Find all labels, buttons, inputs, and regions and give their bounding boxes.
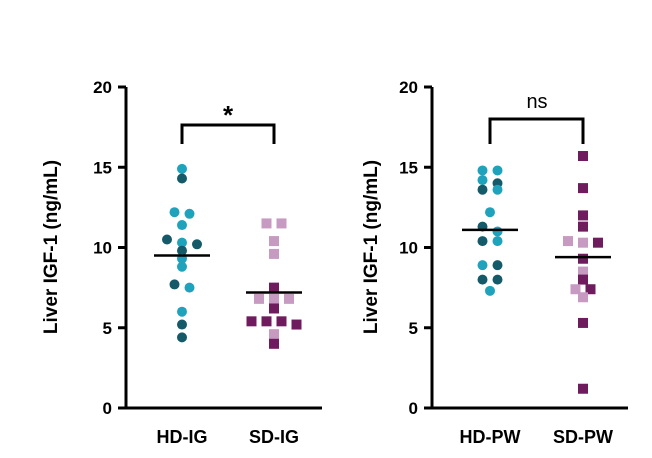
data-point — [177, 306, 187, 317]
data-point — [276, 316, 287, 327]
data-point — [477, 165, 488, 176]
data-point — [492, 260, 503, 271]
data-point — [177, 319, 187, 330]
y-tick-label: 5 — [103, 319, 112, 338]
data-point — [177, 332, 187, 343]
data-point — [269, 338, 279, 349]
data-marks — [462, 151, 611, 394]
y-tick-label: 10 — [399, 239, 418, 258]
data-point — [169, 279, 180, 290]
data-point — [570, 284, 581, 295]
data-point — [492, 226, 503, 237]
data-point — [269, 303, 279, 314]
data-point — [578, 183, 588, 194]
data-point — [492, 274, 503, 285]
data-point — [477, 236, 488, 247]
data-point — [269, 236, 279, 247]
significance-label: ns — [526, 91, 547, 113]
data-point — [177, 261, 187, 272]
data-point — [492, 236, 503, 247]
data-point — [578, 266, 588, 277]
y-tick-label: 0 — [103, 399, 112, 418]
data-point — [578, 151, 588, 162]
data-point — [477, 184, 488, 195]
data-point — [284, 293, 294, 304]
data-point — [246, 316, 257, 327]
data-point — [585, 284, 596, 295]
data-point — [291, 319, 302, 330]
y-tick-label: 5 — [409, 319, 418, 338]
significance-bracket: * — [180, 100, 276, 144]
data-point — [563, 236, 573, 247]
data-point — [261, 316, 272, 327]
data-point — [184, 208, 195, 219]
data-point — [477, 260, 488, 271]
data-point — [578, 274, 588, 285]
data-point — [578, 221, 588, 232]
data-point — [578, 253, 588, 264]
data-point — [492, 165, 503, 176]
data-point — [177, 163, 187, 174]
data-point — [578, 317, 588, 328]
y-tick-label: 20 — [399, 78, 418, 97]
x-tick-label: SD-IG — [249, 427, 299, 447]
data-point — [269, 282, 279, 293]
data-point — [593, 237, 603, 248]
x-tick-label: HD-PW — [460, 427, 521, 447]
y-tick-label: 15 — [399, 158, 418, 177]
x-tick-label: HD-IG — [157, 427, 208, 447]
data-point — [169, 207, 180, 218]
data-point — [269, 293, 279, 304]
data-point — [184, 282, 195, 293]
data-point — [261, 218, 272, 229]
y-tick-label: 10 — [93, 239, 112, 258]
data-point — [254, 293, 264, 304]
chart-panel-ig: Liver IGF-1 (ng/mL) 0 5 10 15 20 * HD-IG SD-… — [41, 78, 322, 447]
data-point — [177, 237, 187, 248]
x-tick-label: SD-PW — [553, 427, 613, 447]
y-tick-label: 0 — [409, 399, 418, 418]
y-tick-label: 20 — [93, 78, 112, 97]
chart-panel-pw: Liver IGF-1 (ng/mL) 0 5 10 15 20 ns HD-PW SD… — [361, 78, 628, 447]
bracket-line — [180, 123, 276, 144]
data-point — [477, 274, 488, 285]
data-point — [177, 173, 187, 184]
data-marks — [154, 163, 302, 349]
data-point — [162, 234, 172, 245]
data-point — [485, 285, 495, 296]
data-point — [276, 218, 287, 229]
bracket-line — [488, 117, 585, 144]
data-point — [578, 210, 588, 221]
data-point — [269, 248, 279, 259]
data-point — [269, 329, 279, 340]
data-point — [477, 175, 488, 186]
data-point — [578, 383, 588, 394]
significance-label: * — [223, 100, 234, 130]
y-axis-title: Liver IGF-1 (ng/mL) — [41, 160, 62, 334]
y-axis-title: Liver IGF-1 (ng/mL) — [361, 160, 382, 334]
data-point — [492, 184, 503, 195]
data-point — [578, 237, 588, 248]
data-point — [177, 245, 187, 256]
data-point — [578, 292, 588, 303]
data-point — [192, 239, 202, 250]
y-ticks: 0 5 10 15 20 — [399, 78, 432, 418]
y-tick-label: 15 — [93, 158, 112, 177]
data-point — [177, 220, 187, 231]
data-point — [485, 207, 495, 218]
y-ticks: 0 5 10 15 20 — [93, 78, 126, 418]
significance-bracket: ns — [488, 91, 585, 144]
